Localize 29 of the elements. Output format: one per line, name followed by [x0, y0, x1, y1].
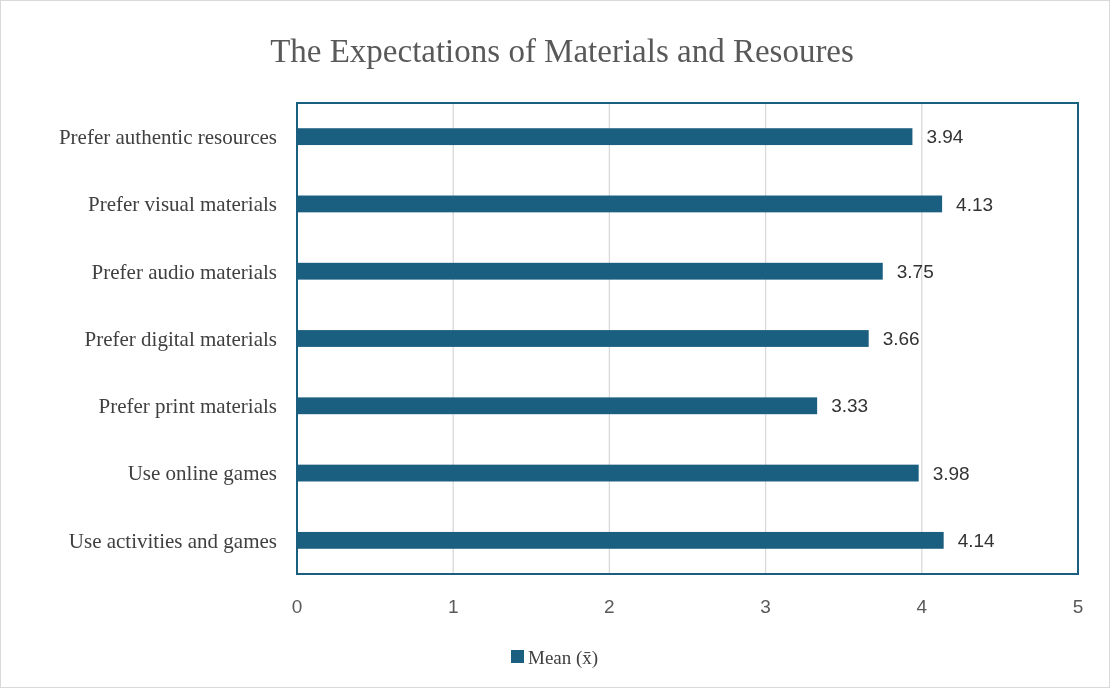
- y-tick-label: Prefer authentic resources: [58, 124, 277, 149]
- x-tick-label: 4: [916, 595, 928, 617]
- bar: [297, 128, 913, 146]
- x-tick-label: 0: [291, 595, 303, 617]
- data-label: 4.14: [957, 530, 996, 552]
- bar: [297, 195, 943, 213]
- y-tick-label: Prefer visual materials: [88, 192, 277, 217]
- y-tick-label: Prefer print materials: [98, 394, 277, 419]
- bar: [297, 531, 944, 549]
- bar: [297, 397, 818, 415]
- data-label: 3.33: [831, 395, 869, 417]
- bar: [297, 464, 919, 482]
- chart-title: The Expectations of Materials and Resoures: [270, 32, 854, 69]
- data-label: 3.66: [882, 328, 920, 350]
- y-tick-label: Use online games: [127, 461, 277, 486]
- legend-label: Mean (x̄): [528, 646, 599, 669]
- x-tick-label: 1: [447, 595, 459, 617]
- x-tick-label: 5: [1072, 595, 1084, 617]
- x-tick-label: 3: [760, 595, 771, 617]
- data-label: 3.98: [932, 462, 970, 484]
- y-tick-label: Use activities and games: [68, 528, 277, 553]
- data-label: 4.13: [956, 193, 994, 215]
- data-label: 3.94: [926, 126, 964, 148]
- y-tick-label: Prefer digital materials: [84, 326, 277, 351]
- bar: [297, 330, 869, 347]
- data-label: 3.75: [896, 260, 934, 282]
- bar: [297, 262, 883, 280]
- x-tick-label: 2: [604, 595, 615, 617]
- y-tick-label: Prefer audio materials: [91, 259, 277, 284]
